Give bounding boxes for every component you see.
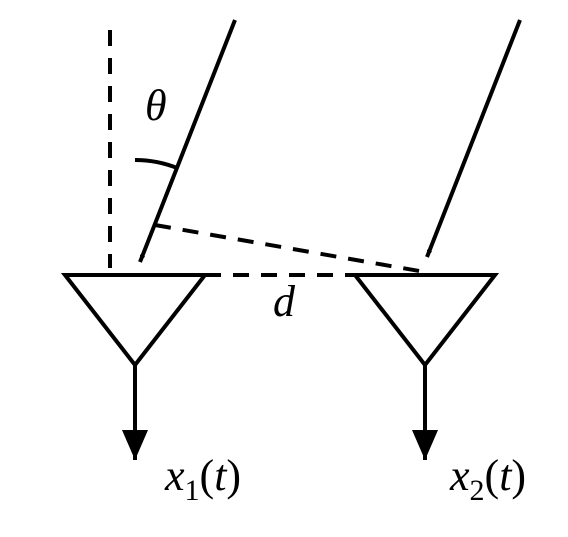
label-x2: x2(t) [449,451,526,507]
label-d: d [273,277,296,326]
angle-arc-theta [135,160,178,168]
antenna-right-icon [355,275,495,365]
antenna-left-icon [65,275,205,365]
incident-ray-right [427,20,520,257]
wavefront-dash [155,225,425,272]
antenna-array-diagram: θ d x1(t) x2(t) [0,0,568,537]
incident-ray-left [140,20,235,262]
label-theta: θ [145,81,167,130]
label-x1: x1(t) [164,451,241,507]
